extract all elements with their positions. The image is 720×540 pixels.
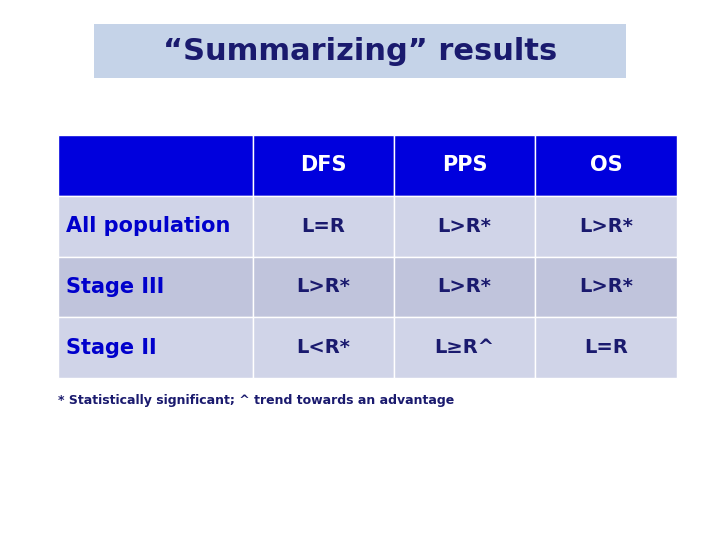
Text: L>R*: L>R* [297,278,350,296]
Text: OS: OS [590,156,622,176]
Text: L>R*: L>R* [438,217,491,235]
Text: All population: All population [66,216,230,236]
FancyBboxPatch shape [394,135,535,195]
FancyBboxPatch shape [394,195,535,256]
Text: L=R: L=R [301,217,345,235]
Text: L>R*: L>R* [579,278,633,296]
FancyBboxPatch shape [253,256,394,317]
FancyBboxPatch shape [394,317,535,378]
FancyBboxPatch shape [253,195,394,256]
Text: L=R: L=R [584,338,628,357]
FancyBboxPatch shape [535,256,677,317]
FancyBboxPatch shape [253,317,394,378]
Text: PPS: PPS [441,156,487,176]
Text: DFS: DFS [300,156,346,176]
FancyBboxPatch shape [58,135,253,195]
Text: Stage III: Stage III [66,277,164,297]
Text: Stage II: Stage II [66,338,157,357]
Text: “Summarizing” results: “Summarizing” results [163,37,557,66]
FancyBboxPatch shape [94,24,626,78]
Text: L≥R^: L≥R^ [434,338,495,357]
FancyBboxPatch shape [253,135,394,195]
Text: L>R*: L>R* [438,278,491,296]
Text: * Statistically significant; ^ trend towards an advantage: * Statistically significant; ^ trend tow… [58,394,454,407]
FancyBboxPatch shape [58,317,253,378]
FancyBboxPatch shape [58,195,253,256]
Text: L>R*: L>R* [579,217,633,235]
Text: L<R*: L<R* [297,338,350,357]
FancyBboxPatch shape [535,317,677,378]
FancyBboxPatch shape [394,256,535,317]
FancyBboxPatch shape [535,135,677,195]
FancyBboxPatch shape [58,256,253,317]
FancyBboxPatch shape [535,195,677,256]
